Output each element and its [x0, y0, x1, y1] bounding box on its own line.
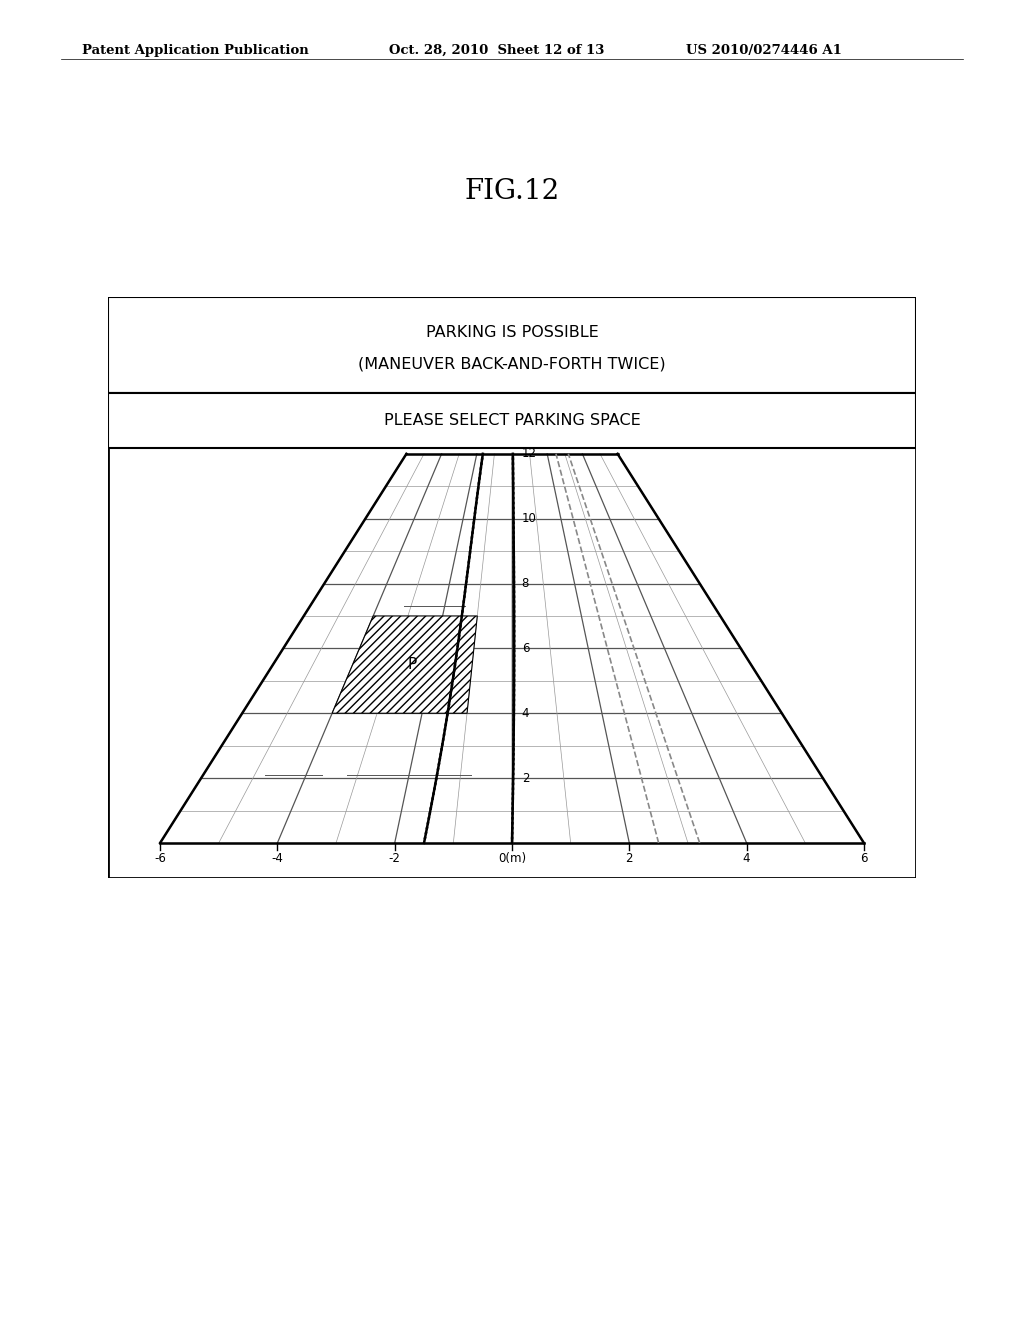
Text: PARKING IS POSSIBLE: PARKING IS POSSIBLE [426, 325, 598, 339]
Bar [108, 393, 916, 447]
Text: FIG.12: FIG.12 [464, 178, 560, 205]
Bar [108, 297, 916, 393]
Text: -6: -6 [155, 851, 166, 865]
Text: -4: -4 [271, 851, 284, 865]
Text: Oct. 28, 2010  Sheet 12 of 13: Oct. 28, 2010 Sheet 12 of 13 [389, 44, 604, 57]
Text: 2: 2 [626, 851, 633, 865]
Text: 4: 4 [521, 706, 529, 719]
Text: 12: 12 [521, 447, 537, 461]
Text: 6: 6 [860, 851, 867, 865]
Text: (MANEUVER BACK-AND-FORTH TWICE): (MANEUVER BACK-AND-FORTH TWICE) [358, 356, 666, 371]
Text: 4: 4 [742, 851, 751, 865]
Polygon shape [332, 616, 477, 713]
Text: US 2010/0274446 A1: US 2010/0274446 A1 [686, 44, 842, 57]
Text: 10: 10 [521, 512, 537, 525]
Text: -2: -2 [389, 851, 400, 865]
Text: Patent Application Publication: Patent Application Publication [82, 44, 308, 57]
Text: PLEASE SELECT PARKING SPACE: PLEASE SELECT PARKING SPACE [384, 413, 640, 428]
Text: 8: 8 [521, 577, 529, 590]
Text: P: P [408, 657, 417, 672]
Text: 6: 6 [521, 642, 529, 655]
Text: 2: 2 [521, 772, 529, 784]
Text: 0(m): 0(m) [498, 851, 526, 865]
